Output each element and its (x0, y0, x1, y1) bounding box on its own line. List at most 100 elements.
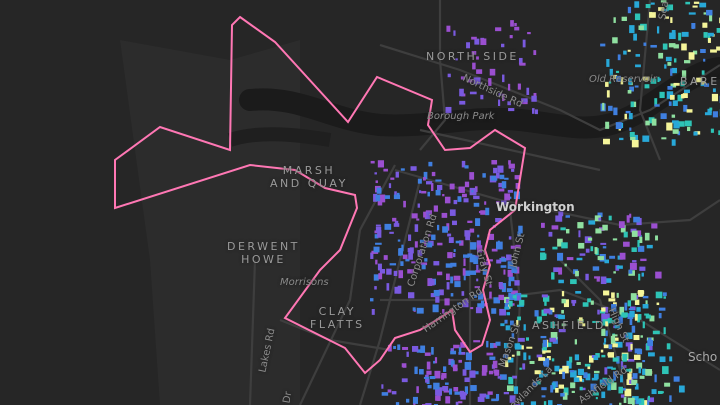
building-footprint (677, 94, 683, 102)
building-footprint (508, 163, 515, 169)
building-footprint (474, 286, 480, 289)
building-footprint (716, 46, 720, 51)
building-footprint (517, 231, 521, 237)
building-footprint (623, 365, 627, 369)
building-footprint (645, 401, 650, 405)
building-footprint (601, 354, 606, 358)
building-footprint (475, 218, 481, 226)
building-footprint (561, 309, 564, 314)
building-footprint (650, 78, 657, 84)
building-footprint (655, 271, 662, 279)
building-footprint (375, 242, 382, 245)
building-footprint (371, 309, 375, 315)
building-footprint (536, 354, 543, 358)
building-footprint (654, 104, 660, 107)
building-footprint (536, 316, 542, 322)
building-footprint (613, 107, 618, 116)
building-footprint (620, 361, 624, 367)
building-footprint (590, 300, 594, 305)
building-footprint (598, 227, 605, 231)
building-footprint (469, 370, 476, 378)
building-footprint (627, 359, 635, 362)
building-footprint (627, 344, 633, 352)
building-footprint (549, 337, 556, 342)
building-footprint (520, 402, 524, 405)
building-footprint (387, 389, 392, 393)
building-footprint (464, 377, 470, 383)
building-footprint (534, 310, 539, 317)
building-footprint (469, 91, 477, 95)
building-footprint (511, 333, 515, 339)
building-footprint (669, 94, 675, 100)
building-footprint (450, 360, 455, 367)
building-footprint (540, 222, 545, 228)
building-footprint (394, 220, 399, 226)
area-label-ashfield: ASHFIELD (532, 319, 606, 332)
building-footprint (607, 366, 613, 369)
building-footprint (370, 252, 374, 259)
building-footprint (660, 0, 667, 3)
building-footprint (541, 395, 546, 398)
building-footprint (540, 335, 547, 339)
building-footprint (683, 89, 690, 94)
building-footprint (631, 230, 638, 237)
building-footprint (649, 12, 656, 18)
building-footprint (623, 50, 627, 55)
building-footprint (609, 403, 613, 405)
building-footprint (506, 254, 512, 261)
building-footprint (635, 54, 641, 57)
building-footprint (428, 234, 431, 237)
building-footprint (587, 364, 591, 370)
building-footprint (700, 49, 706, 54)
building-footprint (379, 194, 386, 203)
building-footprint (651, 118, 657, 126)
building-footprint (645, 300, 648, 305)
building-footprint (454, 281, 461, 288)
building-footprint (381, 384, 384, 389)
building-footprint (383, 168, 388, 172)
building-footprint (607, 317, 613, 324)
building-footprint (667, 62, 672, 66)
building-footprint (433, 289, 440, 297)
building-footprint (621, 312, 628, 317)
building-footprint (455, 240, 462, 244)
building-footprint (384, 223, 392, 230)
building-footprint (595, 228, 602, 234)
building-footprint (497, 376, 502, 379)
building-footprint (507, 189, 513, 193)
building-footprint (499, 374, 507, 380)
building-footprint (641, 400, 648, 405)
building-footprint (434, 370, 441, 379)
building-footprint (423, 376, 429, 379)
building-footprint (623, 241, 630, 247)
building-footprint (645, 120, 650, 126)
building-footprint (423, 171, 428, 180)
building-footprint (531, 95, 537, 102)
building-footprint (491, 398, 499, 402)
building-footprint (618, 221, 625, 229)
building-footprint (431, 347, 434, 355)
building-footprint (427, 191, 430, 197)
building-footprint (612, 334, 618, 337)
building-footprint (424, 211, 431, 220)
building-footprint (640, 335, 643, 338)
building-footprint (548, 400, 553, 405)
building-footprint (500, 282, 507, 290)
building-footprint (517, 83, 521, 90)
building-footprint (669, 395, 672, 402)
building-footprint (600, 242, 607, 245)
building-footprint (542, 348, 546, 354)
building-footprint (414, 224, 419, 232)
building-footprint (541, 294, 548, 298)
building-footprint (405, 258, 410, 262)
building-footprint (574, 339, 577, 345)
building-footprint (393, 270, 398, 277)
building-footprint (416, 218, 420, 221)
building-footprint (607, 382, 611, 391)
building-footprint (543, 401, 547, 405)
building-footprint (608, 298, 616, 302)
building-footprint (504, 306, 510, 310)
building-footprint (501, 93, 505, 102)
building-footprint (538, 357, 546, 361)
